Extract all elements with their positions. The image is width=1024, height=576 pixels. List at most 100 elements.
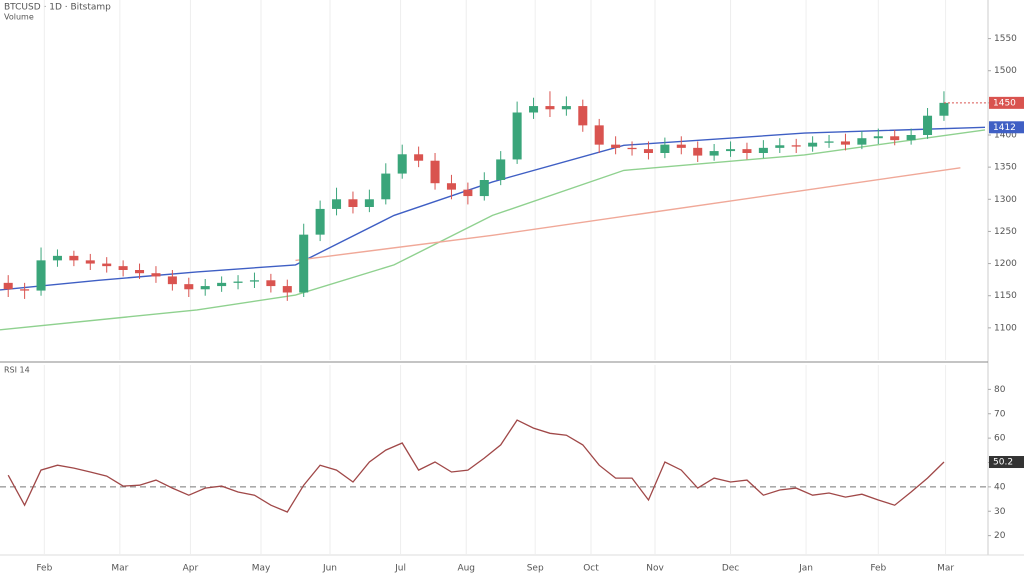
candle-body: [118, 266, 128, 270]
candle-body: [135, 270, 145, 274]
candle-body: [348, 199, 358, 207]
price-tag-label: 1450: [993, 98, 1016, 108]
y-tick-label: 1100: [994, 323, 1017, 333]
x-tick-label: Mar: [937, 564, 954, 574]
chart-title: BTCUSD · 1D · Bitstamp: [4, 3, 111, 13]
x-tick-label: Dec: [722, 564, 739, 574]
candle-body: [693, 147, 703, 156]
x-tick-label: Mar: [111, 564, 128, 574]
candle-body: [660, 144, 670, 153]
candle-body: [939, 102, 949, 116]
x-tick-label: Feb: [36, 564, 52, 574]
x-tick-label: Oct: [583, 564, 599, 574]
ma-tag: [989, 121, 1024, 134]
candle-body: [266, 280, 276, 287]
candle-body: [906, 135, 916, 141]
candle-body: [381, 173, 391, 200]
candle-body: [446, 183, 456, 190]
y-tick-label: 1150: [994, 291, 1017, 301]
candle-body: [824, 141, 834, 143]
candle-body: [561, 106, 571, 110]
y-tick-label: 1200: [994, 259, 1017, 269]
candle-body: [184, 284, 194, 290]
chart-subtitle: Volume: [4, 13, 34, 22]
candle-body: [102, 263, 112, 267]
candle-body: [840, 141, 850, 145]
candle-body: [299, 234, 309, 293]
y-tick-label: 1350: [994, 163, 1017, 173]
candle-body: [791, 145, 801, 147]
x-tick-label: Sep: [527, 564, 544, 574]
x-tick-label: Jun: [322, 564, 337, 574]
y-tick-label: 1550: [994, 34, 1017, 44]
candle-body: [627, 147, 637, 150]
y-tick-label: 60: [994, 434, 1006, 444]
y-tick-label: 30: [994, 507, 1006, 517]
x-tick-label: Jul: [394, 564, 406, 574]
x-tick-label: May: [252, 564, 271, 574]
candle-body: [332, 199, 342, 209]
y-tick-label: 1250: [994, 227, 1017, 237]
candle-body: [69, 255, 79, 261]
candle-body: [52, 255, 62, 261]
y-tick-label: 1300: [994, 195, 1017, 205]
x-tick-label: Apr: [183, 564, 199, 574]
candle-body: [873, 136, 883, 139]
candle-body: [249, 280, 259, 282]
candle-body: [578, 106, 588, 126]
moving-average: [0, 129, 986, 331]
oscillator-line: [7, 419, 945, 513]
candle-body: [890, 136, 900, 141]
candle-body: [594, 125, 604, 145]
candle-body: [709, 151, 719, 156]
candle-body: [315, 208, 325, 235]
candle-body: [200, 286, 210, 290]
candle-body: [808, 142, 818, 147]
candle-body: [545, 106, 555, 110]
candle-body: [479, 180, 489, 197]
candle-body: [364, 199, 374, 207]
candle-body: [282, 286, 292, 293]
candle-body: [529, 106, 539, 113]
x-tick-label: Aug: [457, 564, 475, 574]
y-tick-label: 1500: [994, 66, 1017, 76]
y-tick-label: 1400: [994, 131, 1017, 141]
oscillator-title: RSI 14: [4, 366, 30, 375]
candle-body: [857, 138, 867, 145]
x-tick-label: Nov: [646, 564, 664, 574]
candle-body: [217, 282, 227, 287]
candle-body: [233, 281, 243, 283]
candle-body: [430, 160, 440, 184]
y-tick-label: 80: [994, 385, 1006, 395]
moving-average: [0, 126, 986, 291]
candle-body: [775, 145, 785, 148]
candle-body: [36, 260, 46, 291]
moving-average: [295, 167, 961, 262]
ma-tag-label: 1412: [993, 123, 1016, 133]
candle-body: [414, 154, 424, 161]
candle-body: [512, 112, 522, 160]
y-tick-label: 40: [994, 482, 1006, 492]
candle-body: [85, 260, 95, 264]
y-tick-label: 70: [994, 409, 1006, 419]
candle-body: [463, 189, 473, 197]
candle-body: [151, 273, 161, 277]
price-tag: [989, 96, 1024, 109]
candle-body: [496, 159, 506, 180]
oscillator-tag: [989, 456, 1024, 469]
x-tick-label: Jan: [798, 564, 813, 574]
candle-body: [742, 149, 752, 153]
candle-body: [611, 144, 621, 148]
candle-body: [758, 147, 768, 153]
oscillator-tag-label: 50.2: [993, 458, 1013, 468]
candle-body: [397, 154, 407, 174]
x-tick-label: Feb: [870, 564, 886, 574]
candle-body: [726, 149, 736, 152]
candle-body: [20, 289, 30, 291]
candle-body: [923, 115, 933, 135]
candle-body: [3, 282, 13, 290]
candle-body: [167, 276, 177, 285]
candle-body: [676, 144, 686, 148]
